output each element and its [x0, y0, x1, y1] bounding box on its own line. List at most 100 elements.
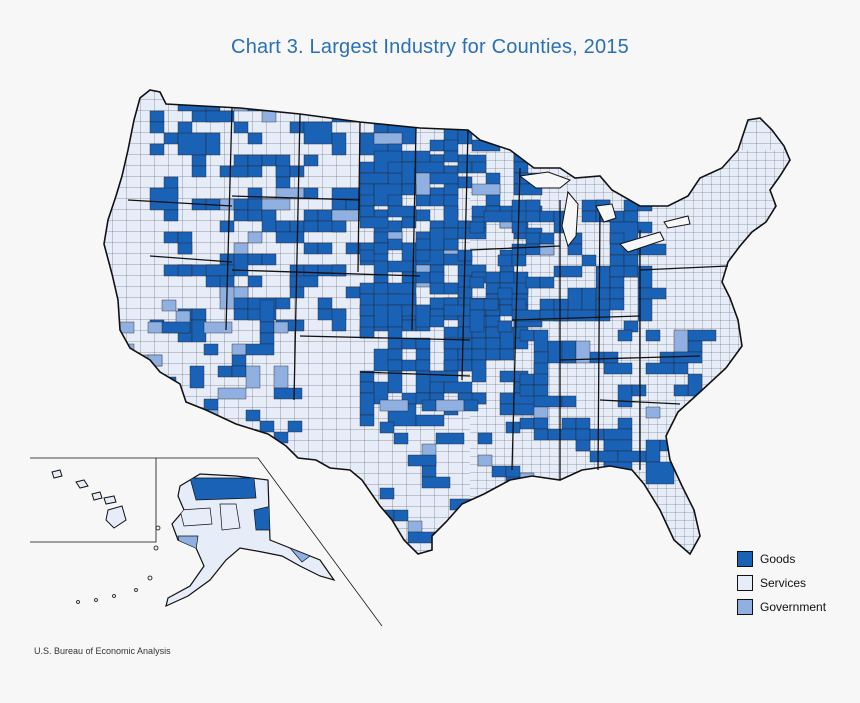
- county-goods: [401, 183, 417, 196]
- county-goods: [511, 243, 527, 256]
- goods-swatch: [737, 551, 753, 567]
- county-goods: [429, 194, 445, 207]
- county-goods: [483, 210, 513, 223]
- county-goods: [595, 309, 611, 322]
- county-government: [245, 365, 261, 389]
- county-goods: [659, 439, 689, 452]
- county-goods: [443, 183, 459, 196]
- county-goods: [485, 271, 501, 284]
- county-goods: [497, 254, 513, 267]
- county-goods: [609, 232, 625, 245]
- government-swatch: [737, 599, 753, 615]
- county-government: [273, 365, 289, 389]
- county-goods: [511, 254, 527, 267]
- county-goods: [443, 381, 473, 394]
- county-goods: [561, 417, 577, 430]
- county-goods: [567, 309, 597, 322]
- county-goods: [161, 431, 191, 444]
- county-goods: [415, 414, 445, 427]
- county-government: [161, 409, 177, 422]
- legend-item-government: Government: [737, 595, 826, 619]
- county-goods: [623, 265, 639, 278]
- county-goods: [609, 287, 625, 300]
- county-government: [533, 406, 549, 419]
- county-government: [539, 243, 555, 256]
- services-swatch: [737, 575, 753, 591]
- county-goods: [345, 286, 361, 299]
- county-goods: [511, 298, 527, 311]
- county-goods: [581, 287, 597, 311]
- county-goods: [513, 183, 543, 196]
- county-goods: [429, 381, 445, 394]
- county-government: [379, 399, 409, 412]
- county-goods: [567, 243, 583, 256]
- legend-label-government: Government: [760, 600, 827, 614]
- county-goods: [133, 398, 163, 411]
- county-goods: [637, 298, 653, 322]
- county-goods: [289, 275, 319, 288]
- county-government: [373, 132, 403, 145]
- county-goods: [687, 329, 717, 342]
- county-government: [261, 198, 291, 211]
- county-goods: [533, 373, 549, 386]
- county-goods: [373, 242, 389, 255]
- county-goods: [637, 221, 653, 234]
- county-goods: [567, 287, 583, 311]
- county-goods: [387, 205, 417, 218]
- county-goods: [289, 286, 305, 299]
- county-goods: [331, 187, 361, 200]
- county-goods: [247, 132, 263, 145]
- county-goods: [415, 161, 445, 174]
- county-goods: [373, 260, 389, 284]
- county-government: [233, 286, 249, 299]
- county-goods: [359, 304, 375, 317]
- county-government: [331, 209, 361, 222]
- county-goods: [539, 276, 555, 289]
- county-goods: [275, 176, 291, 189]
- county-goods: [259, 420, 275, 433]
- county-goods: [261, 209, 277, 233]
- county-goods: [609, 276, 625, 289]
- county-goods: [457, 176, 473, 189]
- county-goods: [603, 439, 633, 452]
- county-government: [119, 321, 135, 334]
- county-goods: [429, 172, 459, 185]
- map-legend: Goods Services Government: [737, 547, 826, 619]
- legend-label-services: Services: [760, 576, 807, 590]
- county-goods: [421, 465, 437, 478]
- county-goods: [673, 362, 689, 375]
- county-goods: [205, 132, 221, 156]
- county-goods: [233, 209, 249, 222]
- county-goods: [443, 238, 459, 251]
- county-goods: [469, 309, 485, 333]
- county-goods: [387, 304, 403, 328]
- county-goods: [401, 99, 417, 112]
- county-government: [407, 520, 423, 533]
- county-goods: [147, 431, 177, 455]
- county-goods: [401, 359, 417, 372]
- county-government: [133, 387, 163, 400]
- county-goods: [539, 298, 555, 311]
- county-goods: [303, 121, 333, 145]
- county-goods: [163, 209, 179, 222]
- county-goods: [637, 287, 667, 300]
- county-goods: [407, 454, 437, 467]
- county-goods: [287, 420, 303, 433]
- county-goods: [513, 139, 529, 152]
- county-goods: [149, 143, 165, 156]
- county-goods: [387, 99, 403, 112]
- county-goods: [387, 370, 403, 394]
- county-government: [247, 231, 263, 244]
- county-government: [203, 321, 233, 334]
- county-goods: [471, 392, 487, 405]
- county-goods: [205, 264, 235, 277]
- county-government: [161, 299, 177, 312]
- county-goods: [359, 161, 375, 174]
- alaska: [165, 473, 335, 607]
- county-government: [359, 99, 389, 112]
- county-goods: [231, 365, 247, 378]
- county-goods: [499, 348, 515, 361]
- county-goods: [219, 253, 235, 266]
- county-goods: [533, 395, 563, 408]
